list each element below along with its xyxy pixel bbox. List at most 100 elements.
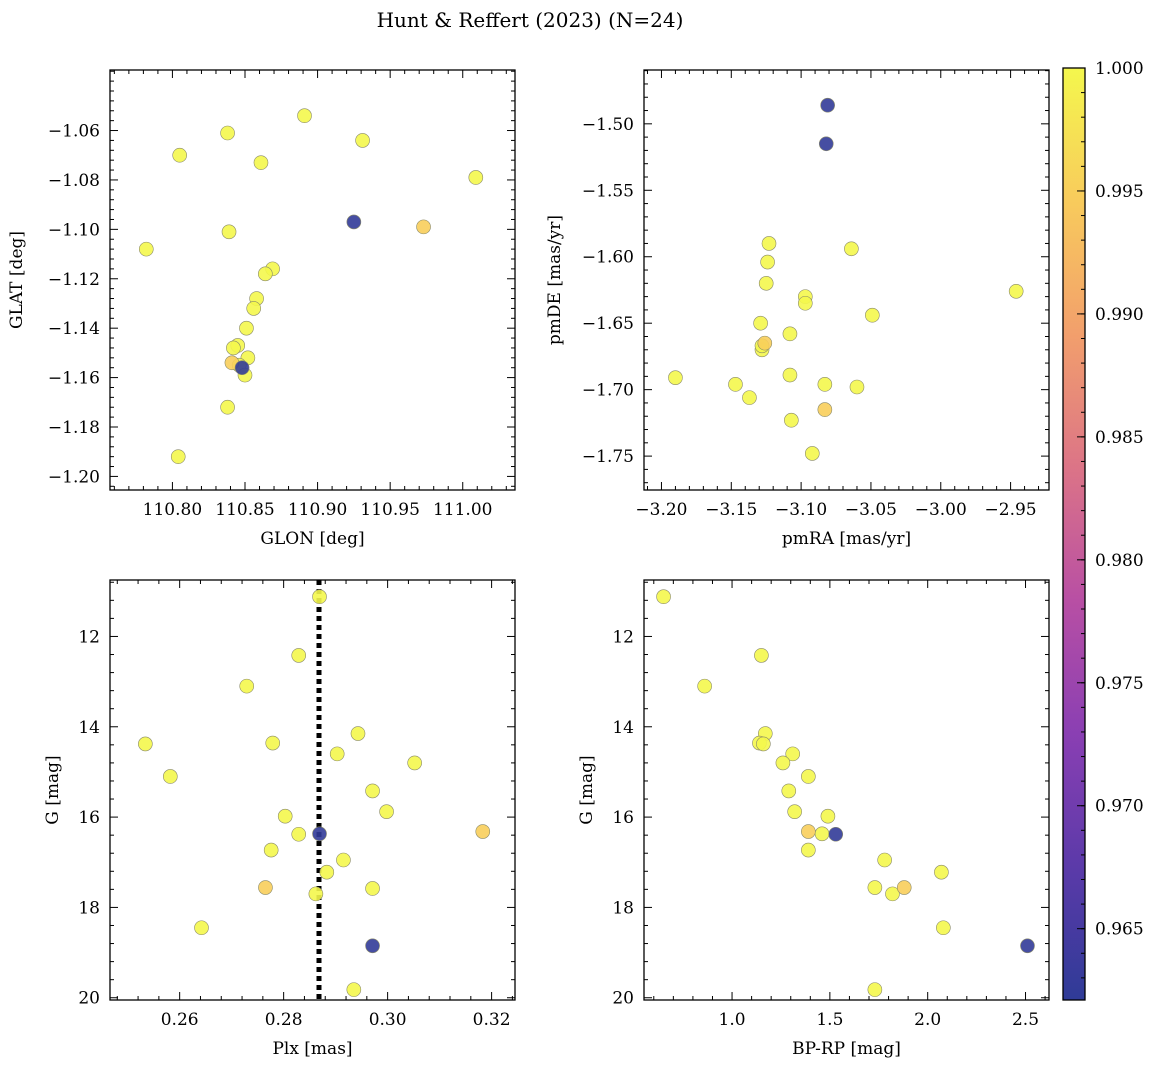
x-tick-label: −3.10 <box>775 500 827 520</box>
y-tick-label: −1.50 <box>582 115 634 135</box>
x-tick-label: 0.30 <box>369 1010 407 1030</box>
y-tick-label: −1.18 <box>48 418 100 438</box>
scatter-point <box>265 735 281 751</box>
scatter-point <box>818 136 834 152</box>
scatter-point <box>258 880 273 895</box>
y-tick-label: 12 <box>78 627 100 647</box>
y-tick-label: −1.55 <box>582 181 634 201</box>
panel-parallax-magnitude: 0.26 0.28 0.30 0.32 12 14 16 18 20 Plx [mas] G [ma… <box>43 579 516 1059</box>
y-tick-label: 18 <box>612 898 634 918</box>
y-axis-label: pmDE [mas/yr] <box>545 215 565 345</box>
scatter-point <box>221 224 237 240</box>
scatter-point <box>697 678 712 694</box>
scatter-point <box>801 769 816 784</box>
scatter-point <box>234 360 250 376</box>
scatter-point <box>782 326 798 342</box>
scatter-point <box>263 842 279 858</box>
scatter-point <box>668 370 683 385</box>
scatter-point <box>163 769 178 784</box>
scatter-point <box>761 236 777 251</box>
x-tick-label: 110.80 <box>143 500 202 520</box>
x-tick-label: 110.90 <box>288 500 347 520</box>
colorbar-tick-label: 0.985 <box>1095 428 1144 448</box>
scatter-point <box>728 377 743 392</box>
axes-frame <box>109 69 516 491</box>
scatter-point <box>172 147 187 163</box>
scatter-point <box>758 276 774 291</box>
scatter-point <box>1020 938 1035 954</box>
scatter-point <box>138 736 153 752</box>
scatter-point <box>798 295 813 311</box>
scatter-point <box>220 125 235 141</box>
x-tick-label: 1.0 <box>719 1010 746 1030</box>
scatter-point <box>329 746 345 762</box>
scatter-point <box>1008 283 1024 299</box>
scatter-point <box>814 826 830 842</box>
scatter-point <box>336 852 351 868</box>
y-tick-label: 16 <box>612 808 634 828</box>
x-tick-label: −3.00 <box>915 500 967 520</box>
scatter-point <box>885 886 900 902</box>
colorbar-tick-label: 0.990 <box>1095 305 1144 325</box>
panels-layer: 110.80 110.85 110.90 110.95 111.00 −1.06 −1.08… <box>7 69 1050 1059</box>
x-tick-label: 0.26 <box>161 1010 199 1030</box>
y-tick-label: 20 <box>78 989 100 1009</box>
y-tick-label: 16 <box>78 808 100 828</box>
y-tick-label: −1.65 <box>582 314 634 334</box>
x-tick-label: −3.20 <box>635 500 687 520</box>
y-tick-label: 18 <box>78 898 100 918</box>
scatter-point <box>801 824 816 839</box>
x-tick-label: 1.5 <box>816 1010 843 1030</box>
scatter-point <box>775 755 791 771</box>
scatter-point <box>849 379 865 395</box>
scatter-point <box>239 678 255 694</box>
scatter-point <box>934 864 949 880</box>
scatter-point <box>820 808 836 824</box>
colorbar-tick-label: 1.000 <box>1095 59 1144 79</box>
x-tick-label: 0.32 <box>473 1010 511 1030</box>
y-tick-label: −1.16 <box>48 369 100 389</box>
colorbar-tick-label: 0.975 <box>1095 674 1144 694</box>
y-tick-label: −1.70 <box>582 381 634 401</box>
scatter-point <box>312 826 327 842</box>
y-tick-label: −1.14 <box>48 319 100 339</box>
y-axis-label: G [mag] <box>577 755 597 824</box>
scatter-point <box>355 133 370 148</box>
scatter-point <box>365 938 380 954</box>
scatter-point <box>787 804 802 819</box>
scatter-point <box>760 254 775 270</box>
scatter-point <box>844 241 859 257</box>
x-tick-label: 2.0 <box>914 1010 941 1030</box>
scatter-point <box>291 826 307 842</box>
scatter-point <box>346 214 362 230</box>
y-tick-label: −1.08 <box>48 171 100 191</box>
scatter-point <box>804 446 820 461</box>
scatter-point <box>865 307 880 323</box>
y-tick-label: 12 <box>612 627 634 647</box>
scatter-point <box>253 155 269 170</box>
x-axis-label: Plx [mas] <box>272 1039 352 1059</box>
colorbar-tick-label: 0.980 <box>1095 551 1144 571</box>
axes-frame <box>643 69 1050 491</box>
scatter-point <box>753 315 768 331</box>
axes-frame <box>109 579 516 1001</box>
scatter-point <box>781 783 797 799</box>
scatter-point <box>757 335 773 351</box>
y-tick-label: 14 <box>78 718 100 738</box>
x-tick-label: −3.05 <box>845 500 897 520</box>
y-axis-label: G [mag] <box>43 755 63 824</box>
scatter-point <box>867 880 883 895</box>
scatter-point <box>784 412 799 428</box>
x-tick-label: −3.15 <box>705 500 757 520</box>
scatter-point <box>468 170 484 185</box>
scatter-point <box>350 726 366 741</box>
scatter-point <box>867 982 883 997</box>
scatter-point <box>220 399 235 415</box>
colorbar-tick-label: 0.965 <box>1095 920 1144 940</box>
y-tick-label: 20 <box>612 989 634 1009</box>
scatter-point <box>820 97 835 113</box>
scatter-point <box>258 266 273 282</box>
y-tick-label: −1.75 <box>582 447 634 467</box>
y-tick-label: −1.06 <box>48 122 100 142</box>
